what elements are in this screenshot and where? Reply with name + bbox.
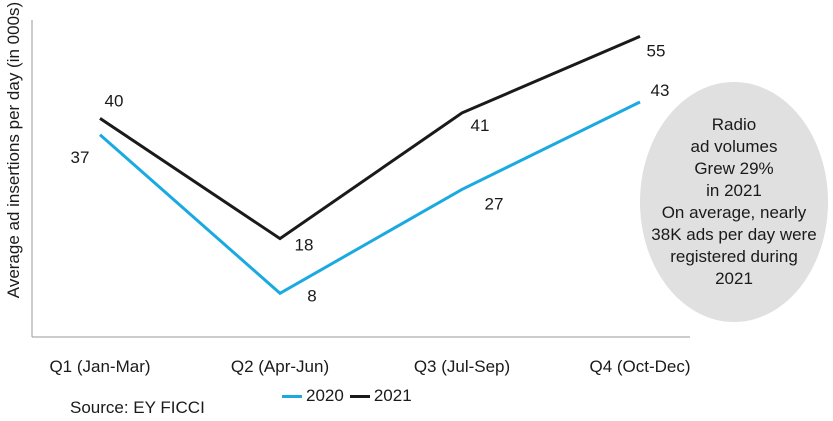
- callout-line: 2021: [715, 269, 753, 288]
- series-line-2021: [99, 35, 641, 241]
- callout-line: Grew 29%: [694, 159, 774, 178]
- callout-line: On average, nearly: [661, 203, 807, 222]
- x-tick-label: Q4 (Oct-Dec): [589, 357, 690, 376]
- series-line-2020: [99, 100, 641, 296]
- data-label-2021: 40: [105, 91, 124, 110]
- data-label-2020: 27: [485, 194, 504, 213]
- x-tick-label: Q1 (Jan-Mar): [49, 357, 150, 376]
- x-tick-label: Q3 (Jul-Sep): [414, 357, 510, 376]
- callout-line: Radio: [711, 115, 757, 134]
- legend-swatch-2021: [349, 394, 370, 398]
- data-label-2020: 37: [71, 148, 90, 167]
- callout-line: ad volumes: [690, 137, 778, 156]
- y-axis-label: Average ad insertions per day (in 000s): [4, 1, 23, 299]
- legend-item-2020: 2020: [282, 386, 344, 406]
- callout-bubble: Radio ad volumes Grew 29% in 2021 On ave…: [640, 82, 828, 322]
- source-note: Source: EY FICCI: [70, 398, 205, 417]
- data-label-2021: 18: [295, 236, 314, 255]
- legend-label-2021: 2021: [373, 386, 412, 405]
- legend-swatch-2020: [282, 394, 302, 398]
- chart-legend: 2020 2021: [282, 386, 418, 406]
- callout-line: registered during: [670, 247, 798, 266]
- legend-label-2020: 2020: [306, 386, 344, 405]
- callout-line: in 2021: [706, 181, 762, 200]
- legend-item-2021: 2021: [349, 386, 412, 406]
- data-label-2020: 43: [651, 81, 670, 100]
- callout-line: 38K ads per day were: [651, 225, 817, 244]
- x-tick-label: Q2 (Apr-Jun): [231, 357, 329, 376]
- data-label-2021: 41: [471, 116, 490, 135]
- data-label-2021: 55: [647, 41, 666, 60]
- data-label-2020: 8: [307, 286, 316, 305]
